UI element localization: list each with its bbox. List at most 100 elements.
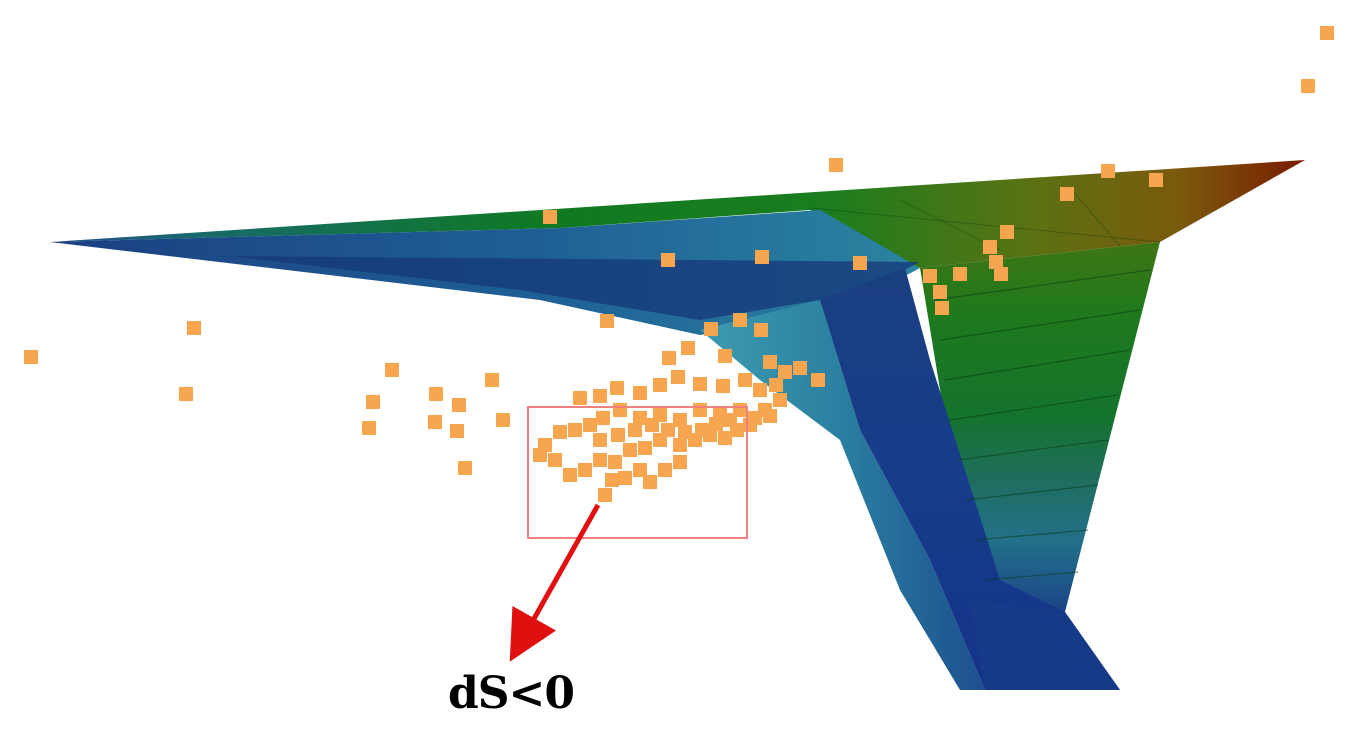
scatter-point	[983, 240, 997, 254]
scatter-point	[593, 433, 607, 447]
scatter-point	[989, 255, 1003, 269]
scatter-point	[661, 253, 675, 267]
scatter-point	[758, 403, 772, 417]
scatter-point	[362, 421, 376, 435]
highlight-box	[527, 406, 748, 539]
scatter-point	[778, 365, 792, 379]
scatter-point	[693, 403, 707, 417]
scatter-point	[573, 391, 587, 405]
scatter-point	[598, 488, 612, 502]
scatter-point	[853, 256, 867, 270]
scatter-point	[593, 389, 607, 403]
scatter-point	[673, 455, 687, 469]
scatter-point	[618, 471, 632, 485]
scatter-point	[638, 441, 652, 455]
scatter-point	[583, 418, 597, 432]
scatter-point	[428, 415, 442, 429]
scatter-point	[645, 418, 659, 432]
scatter-point	[753, 383, 767, 397]
scatter-point	[608, 455, 622, 469]
scatter-point	[533, 448, 547, 462]
scatter-point	[578, 463, 592, 477]
scatter-point	[773, 393, 787, 407]
scatter-point	[1060, 187, 1074, 201]
annotation-arrow	[509, 503, 601, 662]
scatter-point	[829, 158, 843, 172]
surface-contours	[934, 269, 1151, 581]
scatter-point	[593, 453, 607, 467]
scatter-point	[543, 210, 557, 224]
scatter-point	[596, 411, 610, 425]
scatter-point	[695, 423, 709, 437]
scatter-point	[600, 314, 614, 328]
scatter-point	[385, 363, 399, 377]
scatter-point	[769, 378, 783, 392]
scatter-point	[623, 443, 637, 457]
scatter-point	[933, 285, 947, 299]
scatter-point	[366, 395, 380, 409]
scatter-point	[935, 301, 949, 315]
scatter-point	[658, 463, 672, 477]
scatter-point	[681, 341, 695, 355]
surface-inner-face	[700, 300, 985, 690]
scatter-point	[563, 468, 577, 482]
scatter-point	[1320, 26, 1334, 40]
scatter-point	[610, 381, 624, 395]
scatter-point	[709, 417, 723, 431]
scatter-point	[811, 373, 825, 387]
scatter-point	[548, 453, 562, 467]
scatter-point	[653, 378, 667, 392]
scatter-point	[923, 269, 937, 283]
scatter-points	[24, 26, 1334, 502]
scatter-point	[673, 413, 687, 427]
scatter-point	[643, 475, 657, 489]
scatter-point	[793, 361, 807, 375]
scatter-point	[763, 355, 777, 369]
scatter-point	[662, 351, 676, 365]
scatter-point	[738, 373, 752, 387]
scatter-point	[24, 350, 38, 364]
scatter-point	[1149, 173, 1163, 187]
scatter-point	[1000, 225, 1014, 239]
scatter-point	[633, 386, 647, 400]
scatter-point	[179, 387, 193, 401]
scatter-point	[953, 267, 967, 281]
scatter-point	[429, 387, 443, 401]
scatter-point	[755, 250, 769, 264]
scatter-point	[452, 398, 466, 412]
scatter-point	[611, 428, 625, 442]
scatter-point	[718, 349, 732, 363]
scatter-point	[673, 438, 687, 452]
scatter-point	[994, 267, 1008, 281]
scatter-point	[704, 322, 718, 336]
scatter-point	[568, 423, 582, 437]
scatter-point	[1301, 79, 1315, 93]
surface-left-wall	[820, 268, 1120, 690]
scatter-point	[496, 413, 510, 427]
scatter-point	[693, 377, 707, 391]
scatter-point	[661, 423, 675, 437]
scatter-point	[187, 321, 201, 335]
scatter-point	[553, 425, 567, 439]
scatter-point	[485, 373, 499, 387]
surface-foot	[970, 600, 1120, 690]
scatter-point	[613, 403, 627, 417]
surface-underside-dark	[230, 256, 920, 320]
scatter-point	[605, 473, 619, 487]
scatter-point	[628, 423, 642, 437]
scatter-point	[1101, 164, 1115, 178]
scatter-point	[718, 431, 732, 445]
scatter-point	[754, 323, 768, 337]
scatter-point	[450, 424, 464, 438]
annotation-label: dS<0	[448, 668, 575, 719]
scatter-point	[671, 370, 685, 384]
scatter-point	[716, 379, 730, 393]
scatter-point	[733, 313, 747, 327]
scatter-point	[743, 418, 757, 432]
scatter-point	[678, 425, 692, 439]
scatter-point	[723, 413, 737, 427]
scatter-point	[633, 463, 647, 477]
scatter-point	[458, 461, 472, 475]
scatter-point	[633, 411, 647, 425]
